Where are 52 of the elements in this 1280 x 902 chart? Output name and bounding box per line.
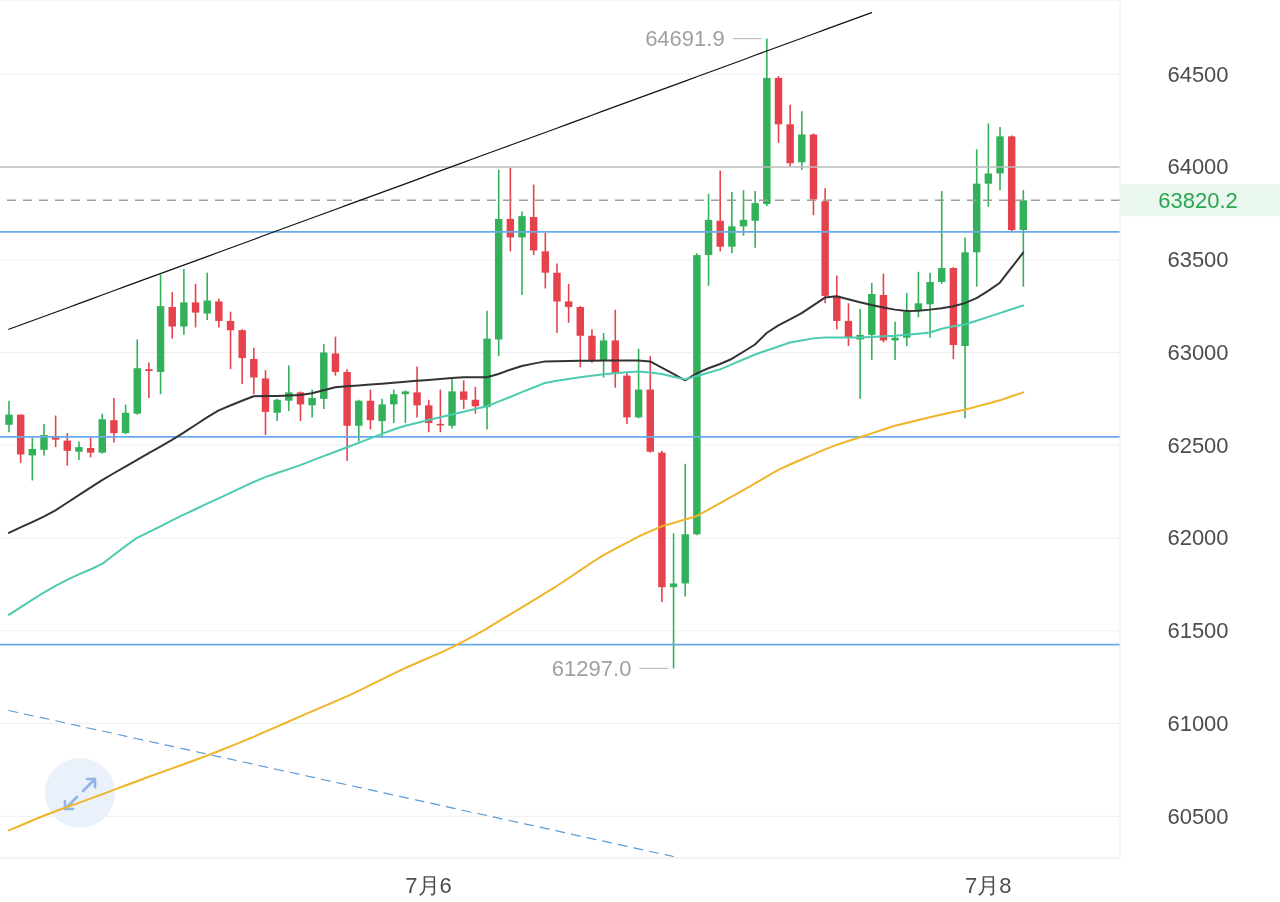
candlestick (564, 283, 573, 324)
candlestick (75, 440, 83, 461)
line-series (8, 709, 674, 858)
candlestick (121, 403, 130, 435)
candlestick (168, 291, 176, 340)
candlestick (984, 122, 993, 208)
candlestick (518, 210, 526, 296)
y-tick-label: 60500 (1167, 803, 1229, 829)
candlestick (669, 532, 678, 670)
candlestick (751, 190, 759, 249)
line-series (8, 12, 873, 330)
y-tick-label: 64000 (1167, 154, 1229, 180)
candlestick (413, 365, 421, 419)
y-tick-label: 64500 (1167, 61, 1229, 87)
annotation: 64691.9 (645, 26, 725, 52)
candlestick (599, 332, 608, 379)
candlestick (226, 310, 235, 370)
line-series (7, 251, 1025, 534)
y-tick-label: 61500 (1167, 618, 1229, 644)
x-tick-label: 7月8 (964, 872, 1012, 898)
candlestick (145, 361, 153, 399)
candlestick (273, 398, 281, 422)
y-tick-label: 62500 (1167, 432, 1229, 458)
candlestick (63, 432, 72, 467)
candlestick (459, 379, 468, 410)
x-tick-label: 7月6 (405, 872, 452, 898)
candlestick (378, 398, 386, 439)
candlestick (541, 232, 550, 290)
candlestick (191, 283, 200, 329)
candlestick (401, 389, 410, 424)
line-series (7, 391, 1025, 832)
candlestick (215, 297, 223, 329)
y-tick-label: 63000 (1167, 339, 1229, 365)
candlestick (926, 271, 934, 339)
y-tick-label: 62000 (1167, 525, 1229, 551)
candlestick (250, 347, 258, 396)
candlestick (728, 191, 736, 255)
candlestick (366, 388, 375, 431)
candlestick (308, 388, 316, 419)
annotation: 61297.0 (551, 655, 632, 681)
candlestick (938, 190, 946, 285)
line-series (7, 304, 1025, 616)
candlestick (86, 436, 95, 459)
y-tick-label: 61000 (1167, 711, 1229, 736)
candlestick (5, 399, 13, 434)
candlestick (203, 271, 211, 321)
candlestick (390, 388, 398, 424)
y-tick-label: 63500 (1167, 247, 1229, 273)
ref-line-label: 63820.2 (1158, 187, 1238, 213)
candlestick (331, 335, 340, 377)
candlestick (110, 397, 118, 444)
candlestick (40, 423, 48, 457)
